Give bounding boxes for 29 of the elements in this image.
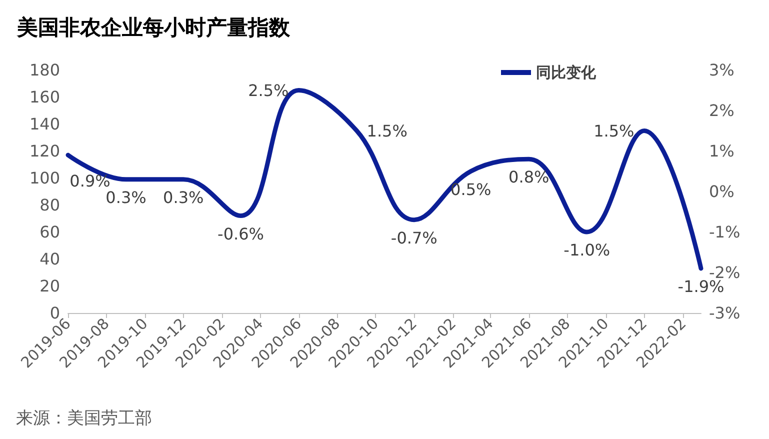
y-tick-label: 80 xyxy=(40,196,60,214)
y-tick-label: 120 xyxy=(29,142,60,160)
y2-tick-label: 1% xyxy=(709,142,734,160)
y2-tick-label: -1% xyxy=(709,222,740,242)
y2-tick-label: 2% xyxy=(709,101,734,120)
data-label: 1.5% xyxy=(366,121,408,140)
y-tick-label: 20 xyxy=(40,276,60,296)
y2-tick-label: 0% xyxy=(709,182,734,201)
data-label: 0.8% xyxy=(508,168,550,187)
y-tick-label: 40 xyxy=(40,250,60,268)
chart-title: 美国非农企业每小时产量指数 xyxy=(16,16,291,40)
y2-tick-label: 3% xyxy=(709,60,734,80)
data-label: -0.7% xyxy=(390,228,438,248)
data-label: -1.9% xyxy=(678,276,724,296)
y-tick-label: 100 xyxy=(29,168,60,188)
y-tick-label: 0 xyxy=(50,304,60,322)
y-tick-label: 180 xyxy=(29,60,60,80)
data-label: -1.0% xyxy=(564,240,610,260)
y-tick-label: 60 xyxy=(40,222,60,242)
legend-label: 同比变化 xyxy=(536,64,597,82)
data-label: 0.3% xyxy=(163,188,204,207)
source-note: 来源：美国劳工部 xyxy=(16,408,152,428)
y-tick-label: 160 xyxy=(29,88,60,106)
y2-tick-label: -3% xyxy=(709,304,740,322)
y-tick-label: 140 xyxy=(29,114,60,134)
data-label: 1.5% xyxy=(594,121,634,140)
data-label: -0.6% xyxy=(218,224,264,244)
data-label: 0.5% xyxy=(450,180,492,199)
data-label: 2.5% xyxy=(248,80,289,100)
